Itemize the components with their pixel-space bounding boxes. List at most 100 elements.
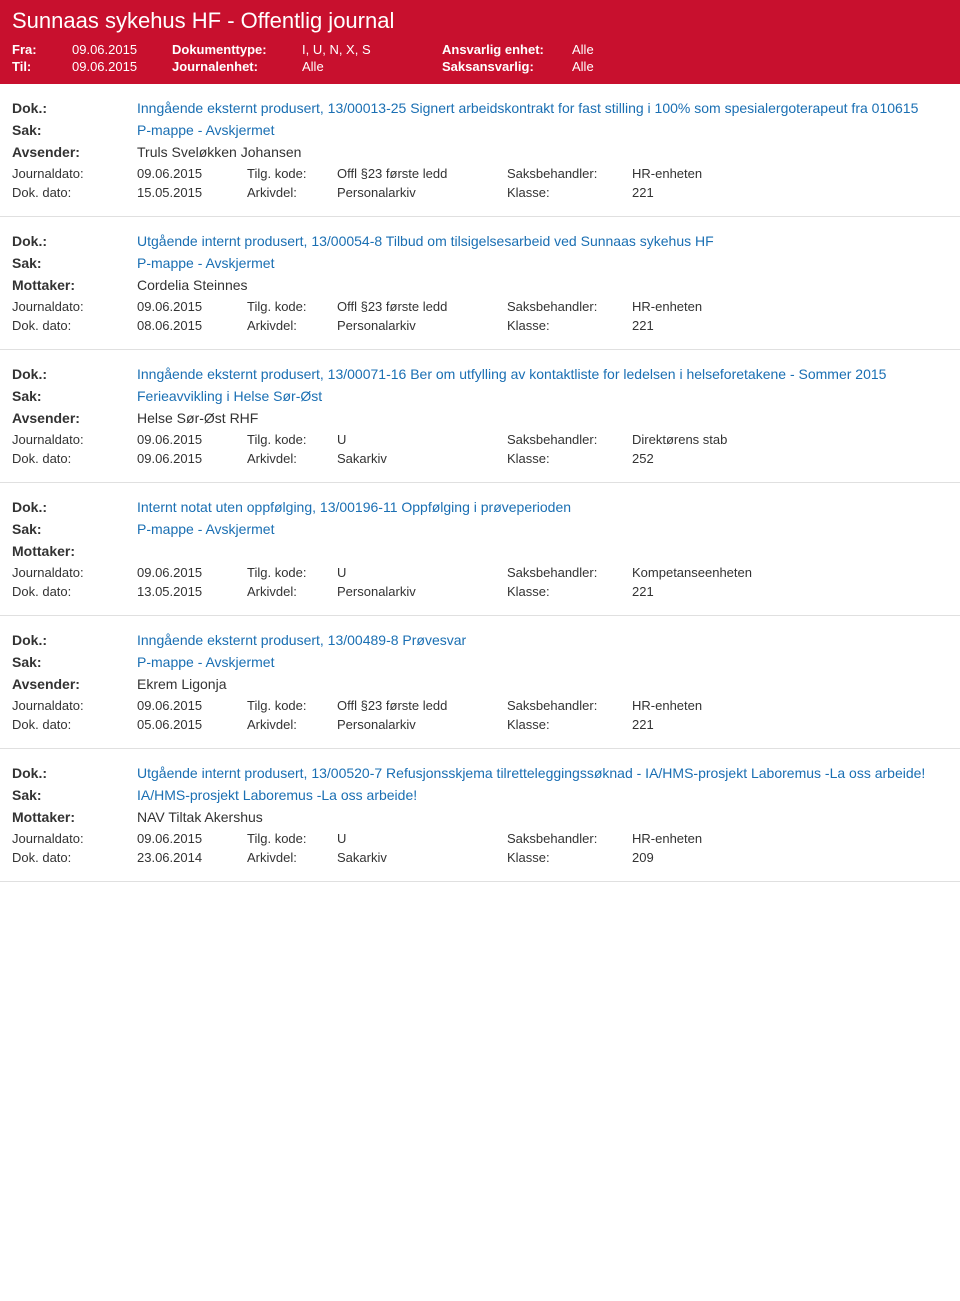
dokdato-label: Dok. dato:: [12, 318, 137, 333]
meta-row-2: Dok. dato: 13.05.2015 Arkivdel: Personal…: [12, 584, 948, 599]
meta-row-1: Journaldato: 09.06.2015 Tilg. kode: Offl…: [12, 299, 948, 314]
journaldato-value: 09.06.2015: [137, 166, 247, 181]
journal-entry: Dok.: Inngående eksternt produsert, 13/0…: [0, 84, 960, 217]
journal-entry: Dok.: Internt notat uten oppfølging, 13/…: [0, 483, 960, 616]
party-label: Mottaker:: [12, 277, 137, 293]
meta-row-1: Journaldato: 09.06.2015 Tilg. kode: Offl…: [12, 166, 948, 181]
dokdato-label: Dok. dato:: [12, 717, 137, 732]
saksbehandler-value: HR-enheten: [632, 698, 948, 713]
journal-entry: Dok.: Utgående internt produsert, 13/005…: [0, 749, 960, 882]
journaldato-label: Journaldato:: [12, 565, 137, 580]
tilgkode-label: Tilg. kode:: [247, 166, 337, 181]
klasse-label: Klasse:: [507, 318, 632, 333]
party-label: Avsender:: [12, 144, 137, 160]
sak-value: P-mappe - Avskjermet: [137, 654, 948, 670]
journaldato-value: 09.06.2015: [137, 299, 247, 314]
tilgkode-label: Tilg. kode:: [247, 432, 337, 447]
entries-list: Dok.: Inngående eksternt produsert, 13/0…: [0, 84, 960, 882]
party-value: NAV Tiltak Akershus: [137, 809, 948, 825]
sak-value: P-mappe - Avskjermet: [137, 521, 948, 537]
sak-label: Sak:: [12, 122, 137, 138]
saksansvarlig-label: Saksansvarlig:: [442, 59, 572, 74]
sak-value: IA/HMS-prosjekt Laboremus -La oss arbeid…: [137, 787, 948, 803]
journaldato-label: Journaldato:: [12, 432, 137, 447]
saksbehandler-label: Saksbehandler:: [507, 299, 632, 314]
party-value: Cordelia Steinnes: [137, 277, 948, 293]
party-value: Helse Sør-Øst RHF: [137, 410, 948, 426]
journalenhet-label: Journalenhet:: [172, 59, 302, 74]
header-row-2: Til: 09.06.2015 Journalenhet: Alle Saksa…: [12, 59, 948, 74]
journal-entry: Dok.: Inngående eksternt produsert, 13/0…: [0, 616, 960, 749]
sak-value: P-mappe - Avskjermet: [137, 122, 948, 138]
fra-value: 09.06.2015: [72, 42, 172, 57]
sak-label: Sak:: [12, 787, 137, 803]
dok-label: Dok.:: [12, 233, 137, 249]
dokdato-value: 13.05.2015: [137, 584, 247, 599]
dok-label: Dok.:: [12, 499, 137, 515]
klasse-label: Klasse:: [507, 584, 632, 599]
sak-label: Sak:: [12, 388, 137, 404]
saksbehandler-value: Kompetanseenheten: [632, 565, 948, 580]
dokdato-label: Dok. dato:: [12, 185, 137, 200]
ansvarlig-label: Ansvarlig enhet:: [442, 42, 572, 57]
dokdato-value: 15.05.2015: [137, 185, 247, 200]
klasse-value: 252: [632, 451, 948, 466]
journal-entry: Dok.: Utgående internt produsert, 13/000…: [0, 217, 960, 350]
til-label: Til:: [12, 59, 72, 74]
journaldato-label: Journaldato:: [12, 698, 137, 713]
arkivdel-value: Personalarkiv: [337, 185, 507, 200]
arkivdel-value: Sakarkiv: [337, 850, 507, 865]
arkivdel-label: Arkivdel:: [247, 451, 337, 466]
tilgkode-label: Tilg. kode:: [247, 299, 337, 314]
dok-label: Dok.:: [12, 765, 137, 781]
meta-row-1: Journaldato: 09.06.2015 Tilg. kode: U Sa…: [12, 432, 948, 447]
journal-entry: Dok.: Inngående eksternt produsert, 13/0…: [0, 350, 960, 483]
page-header: Sunnaas sykehus HF - Offentlig journal F…: [0, 0, 960, 84]
klasse-label: Klasse:: [507, 185, 632, 200]
arkivdel-label: Arkivdel:: [247, 318, 337, 333]
klasse-value: 221: [632, 584, 948, 599]
sak-label: Sak:: [12, 255, 137, 271]
tilgkode-value: Offl §23 første ledd: [337, 698, 507, 713]
journaldato-label: Journaldato:: [12, 299, 137, 314]
dokumenttype-label: Dokumenttype:: [172, 42, 302, 57]
tilgkode-value: Offl §23 første ledd: [337, 166, 507, 181]
til-value: 09.06.2015: [72, 59, 172, 74]
meta-row-1: Journaldato: 09.06.2015 Tilg. kode: U Sa…: [12, 831, 948, 846]
saksbehandler-label: Saksbehandler:: [507, 831, 632, 846]
saksansvarlig-value: Alle: [572, 59, 594, 74]
sak-label: Sak:: [12, 654, 137, 670]
party-label: Avsender:: [12, 410, 137, 426]
party-value: Ekrem Ligonja: [137, 676, 948, 692]
dok-value: Inngående eksternt produsert, 13/00489-8…: [137, 632, 948, 648]
saksbehandler-label: Saksbehandler:: [507, 565, 632, 580]
tilgkode-value: Offl §23 første ledd: [337, 299, 507, 314]
arkivdel-label: Arkivdel:: [247, 584, 337, 599]
klasse-label: Klasse:: [507, 451, 632, 466]
arkivdel-label: Arkivdel:: [247, 850, 337, 865]
sak-value: P-mappe - Avskjermet: [137, 255, 948, 271]
dokdato-value: 23.06.2014: [137, 850, 247, 865]
arkivdel-value: Sakarkiv: [337, 451, 507, 466]
arkivdel-value: Personalarkiv: [337, 318, 507, 333]
meta-row-2: Dok. dato: 23.06.2014 Arkivdel: Sakarkiv…: [12, 850, 948, 865]
party-label: Mottaker:: [12, 809, 137, 825]
fra-label: Fra:: [12, 42, 72, 57]
meta-row-1: Journaldato: 09.06.2015 Tilg. kode: U Sa…: [12, 565, 948, 580]
journaldato-value: 09.06.2015: [137, 831, 247, 846]
saksbehandler-label: Saksbehandler:: [507, 166, 632, 181]
dokdato-value: 09.06.2015: [137, 451, 247, 466]
journaldato-label: Journaldato:: [12, 831, 137, 846]
meta-row-1: Journaldato: 09.06.2015 Tilg. kode: Offl…: [12, 698, 948, 713]
dok-value: Inngående eksternt produsert, 13/00013-2…: [137, 100, 948, 116]
sak-value: Ferieavvikling i Helse Sør-Øst: [137, 388, 948, 404]
saksbehandler-label: Saksbehandler:: [507, 698, 632, 713]
ansvarlig-value: Alle: [572, 42, 594, 57]
party-label: Mottaker:: [12, 543, 137, 559]
tilgkode-label: Tilg. kode:: [247, 565, 337, 580]
journaldato-value: 09.06.2015: [137, 565, 247, 580]
dok-value: Internt notat uten oppfølging, 13/00196-…: [137, 499, 948, 515]
arkivdel-value: Personalarkiv: [337, 584, 507, 599]
party-label: Avsender:: [12, 676, 137, 692]
party-value: Truls Sveløkken Johansen: [137, 144, 948, 160]
